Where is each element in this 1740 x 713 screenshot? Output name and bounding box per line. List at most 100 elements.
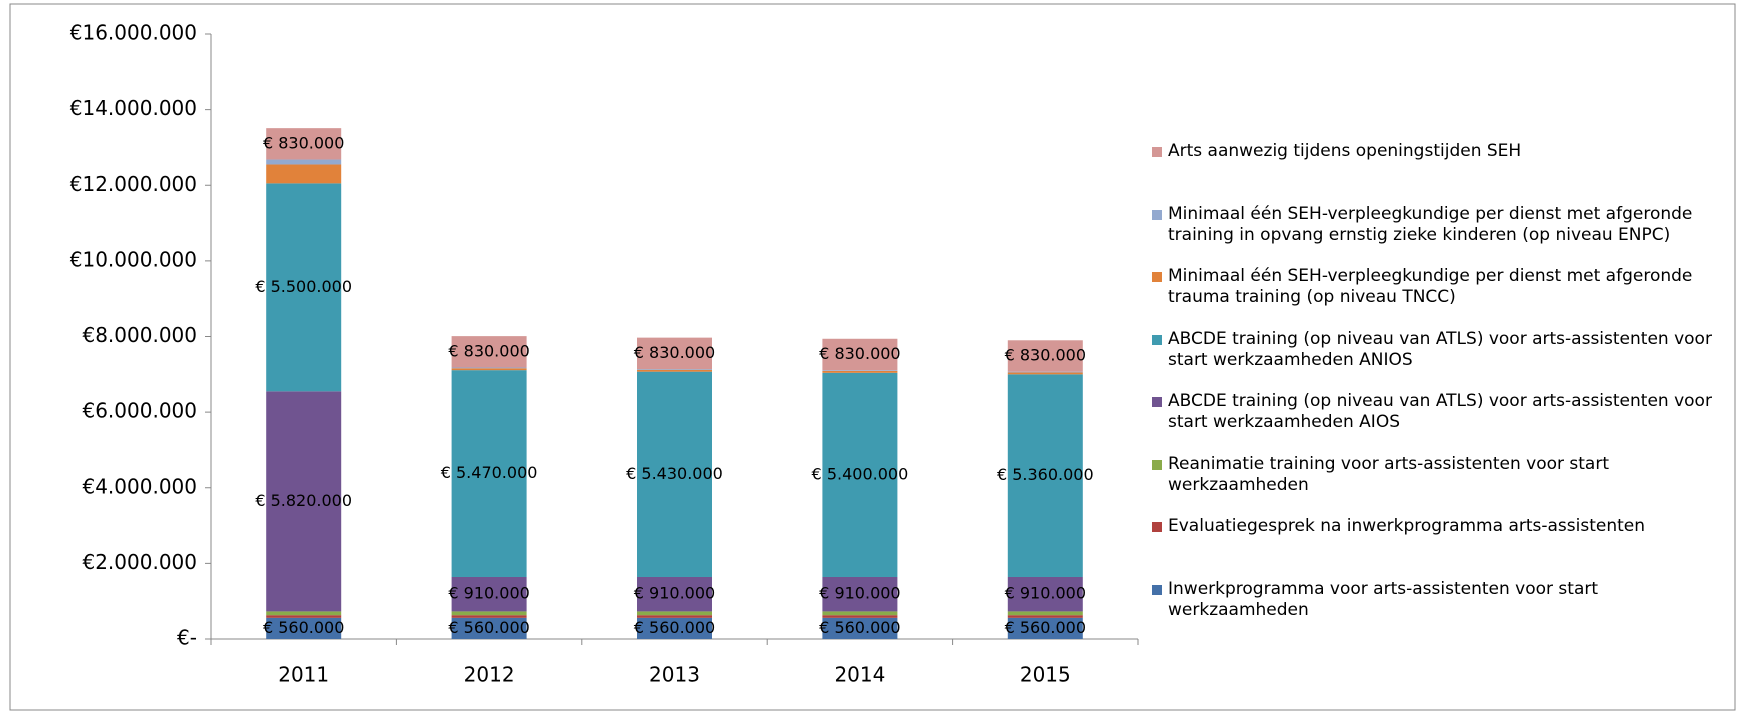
bar-segment [266,617,342,639]
legend-label: Arts aanwezig tijdens openingstijden SEH [1168,141,1522,161]
bar-segment [1007,617,1083,639]
bar-segment [637,611,712,616]
bar-segment [1007,374,1083,577]
data-label: € 560.000 [819,618,900,637]
bar-segment [266,615,342,618]
bar-segment [1007,372,1083,375]
bar-segment [637,576,712,612]
data-label: € 830.000 [1005,345,1086,364]
bar-segment [637,615,712,618]
bar-segment [451,611,527,616]
data-label: € 560.000 [448,618,529,637]
bar-segment [637,617,712,639]
chart-frame [9,3,1736,711]
bar-segment [1007,576,1083,612]
data-label: € 830.000 [448,341,529,360]
bar-segment [266,391,342,612]
bar-segment [1007,615,1083,618]
bar-segment [637,371,712,577]
data-label: € 830.000 [819,344,900,363]
bar-segment [451,615,527,618]
legend-item: Arts aanwezig tijdens openingstijden SEH [1152,141,1722,162]
legend-label: Inwerkprogramma voor arts-assistenten vo… [1168,578,1599,620]
bar-segment [266,183,342,392]
data-label: € 830.000 [634,343,715,362]
bar-segment [266,611,342,616]
legend-label: ABCDE training (op niveau van ATLS) voor… [1168,391,1712,432]
legend-item: ABCDE training (op niveau van ATLS) voor… [1152,329,1722,371]
legend-label: Minimaal één SEH-verpleegkundige per die… [1168,203,1693,245]
legend-item: ABCDE training (op niveau van ATLS) voor… [1152,391,1722,433]
bar-segment [451,576,527,612]
data-label: € 910.000 [634,584,715,603]
x-tick-label: 2015 [1020,663,1071,687]
data-label: € 910.000 [1005,584,1086,603]
bar-segment [637,369,712,372]
y-tick-label: €2.000.000 [82,550,197,574]
data-label: € 910.000 [819,584,900,603]
bar-segment [822,615,898,618]
data-label: € 5.820.000 [255,491,352,510]
legend-swatch [1152,209,1162,220]
bar-segment [266,128,342,160]
bar-segment [1007,371,1083,373]
bar-segment [1007,611,1083,616]
data-label: € 5.500.000 [255,277,352,296]
legend-label: Reanimatie training voor arts-assistente… [1168,453,1609,495]
legend-label: Evaluatiegesprek na inwerkprogramma arts… [1168,516,1646,536]
legend-label: ABCDE training (op niveau van ATLS) voor… [1168,328,1712,370]
data-label: € 560.000 [1005,618,1086,637]
data-label: € 5.430.000 [626,464,723,483]
data-label: € 560.000 [634,618,715,637]
data-label: € 830.000 [263,133,344,152]
data-label: € 5.470.000 [441,463,538,482]
bar-segment [637,337,712,370]
legend-item: Evaluatiegesprek na inwerkprogramma arts… [1152,516,1722,537]
y-tick-label: €12.000.000 [70,172,197,196]
bar-segment [1007,340,1083,372]
bar-segment [822,370,898,373]
bar-segment [822,338,898,371]
legend-item: Inwerkprogramma voor arts-assistenten vo… [1152,579,1722,621]
x-tick-label: 2011 [278,663,329,687]
y-tick-label: €- [177,626,197,650]
y-tick-label: €14.000.000 [70,96,197,120]
legend-swatch [1152,584,1162,595]
data-label: € 910.000 [448,584,529,603]
bar-segment [451,617,527,639]
x-tick-label: 2013 [649,663,700,687]
y-tick-label: €16.000.000 [70,21,197,45]
legend-item: Reanimatie training voor arts-assistente… [1152,454,1722,496]
legend-item: Minimaal één SEH-verpleegkundige per die… [1152,266,1722,308]
y-tick-label: €6.000.000 [82,399,197,423]
bar-segment [451,367,527,369]
data-label: € 560.000 [263,618,344,637]
y-tick-label: €10.000.000 [70,247,197,271]
legend-item: Minimaal één SEH-verpleegkundige per die… [1152,204,1722,246]
data-label: € 5.400.000 [812,464,909,483]
legend-swatch [1152,397,1162,407]
bar-segment [266,164,342,184]
bar-segment [822,372,898,577]
legend-swatch [1152,334,1162,345]
legend-label: Minimaal één SEH-verpleegkundige per die… [1168,266,1693,307]
legend-swatch [1152,147,1162,157]
bar-segment [266,159,342,165]
data-label: € 5.360.000 [997,465,1094,484]
y-tick-label: €4.000.000 [82,474,197,498]
legend-swatch [1152,272,1162,282]
x-tick-label: 2012 [464,663,515,687]
legend-swatch [1152,522,1162,532]
x-tick-label: 2014 [834,663,885,687]
bar-segment [822,370,898,371]
bar-segment [822,576,898,612]
bar-segment [451,336,527,368]
bar-segment [451,368,527,371]
bar-segment [822,611,898,616]
legend-swatch [1152,459,1162,470]
bar-segment [637,369,712,370]
bar-segment [451,370,527,577]
bar-segment [822,617,898,639]
